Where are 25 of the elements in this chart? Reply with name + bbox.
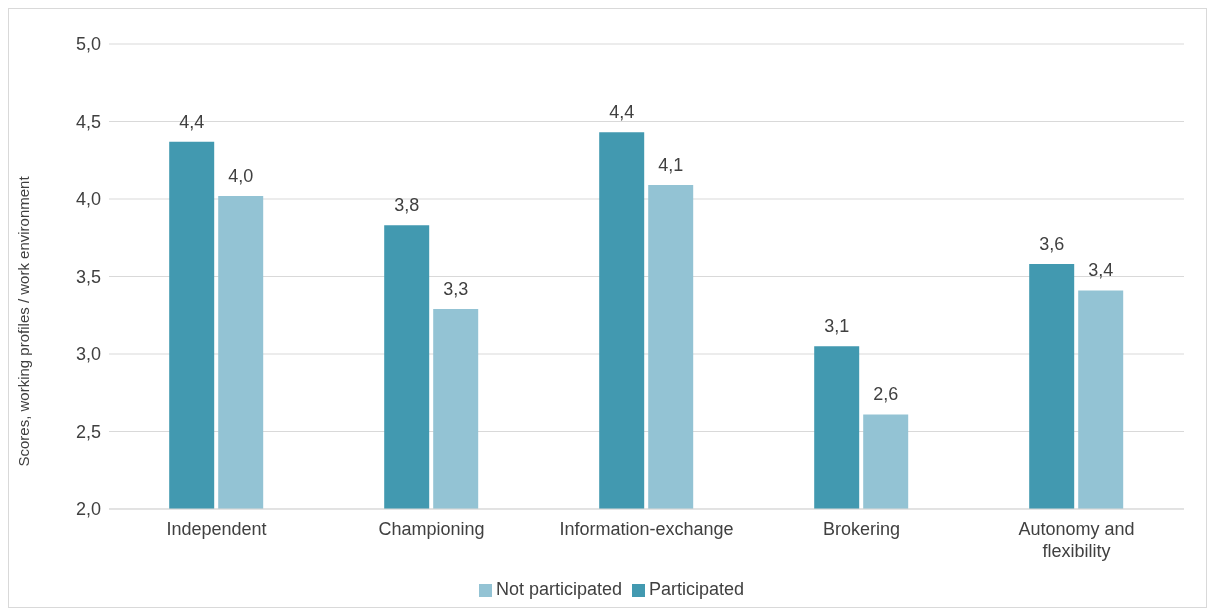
data-label: 3,3	[443, 279, 469, 300]
data-label: 4,4	[179, 111, 205, 132]
data-label: 2,6	[873, 384, 899, 405]
y-tick-label: 5,0	[75, 34, 101, 55]
data-label: 3,1	[824, 316, 850, 337]
legend-label: Participated	[649, 579, 745, 599]
legend-label: Not participated	[495, 579, 622, 599]
y-tick-label: 2,5	[75, 421, 101, 442]
x-tick-label: Brokering	[822, 519, 901, 539]
data-label: 4,0	[228, 165, 254, 186]
y-tick-label: 3,0	[75, 344, 101, 365]
y-tick-label: 4,5	[75, 111, 101, 132]
y-tick-label: 4,0	[75, 189, 101, 210]
y-axis-title: Scores, working profiles / work environment	[15, 175, 33, 467]
x-tick-label: Autonomy and flexibility	[1018, 519, 1135, 561]
data-label: 3,8	[394, 195, 420, 216]
x-tick-label: Championing	[378, 519, 485, 539]
data-label: 3,6	[1039, 234, 1065, 255]
y-tick-label: 3,5	[75, 266, 101, 287]
y-tick-label: 2,0	[75, 499, 101, 520]
data-label: 4,1	[658, 155, 684, 176]
data-label: 3,4	[1088, 260, 1114, 281]
x-tick-label: Information-exchange	[559, 519, 734, 539]
data-label: 4,4	[609, 102, 635, 123]
x-tick-label: Independent	[166, 519, 267, 539]
